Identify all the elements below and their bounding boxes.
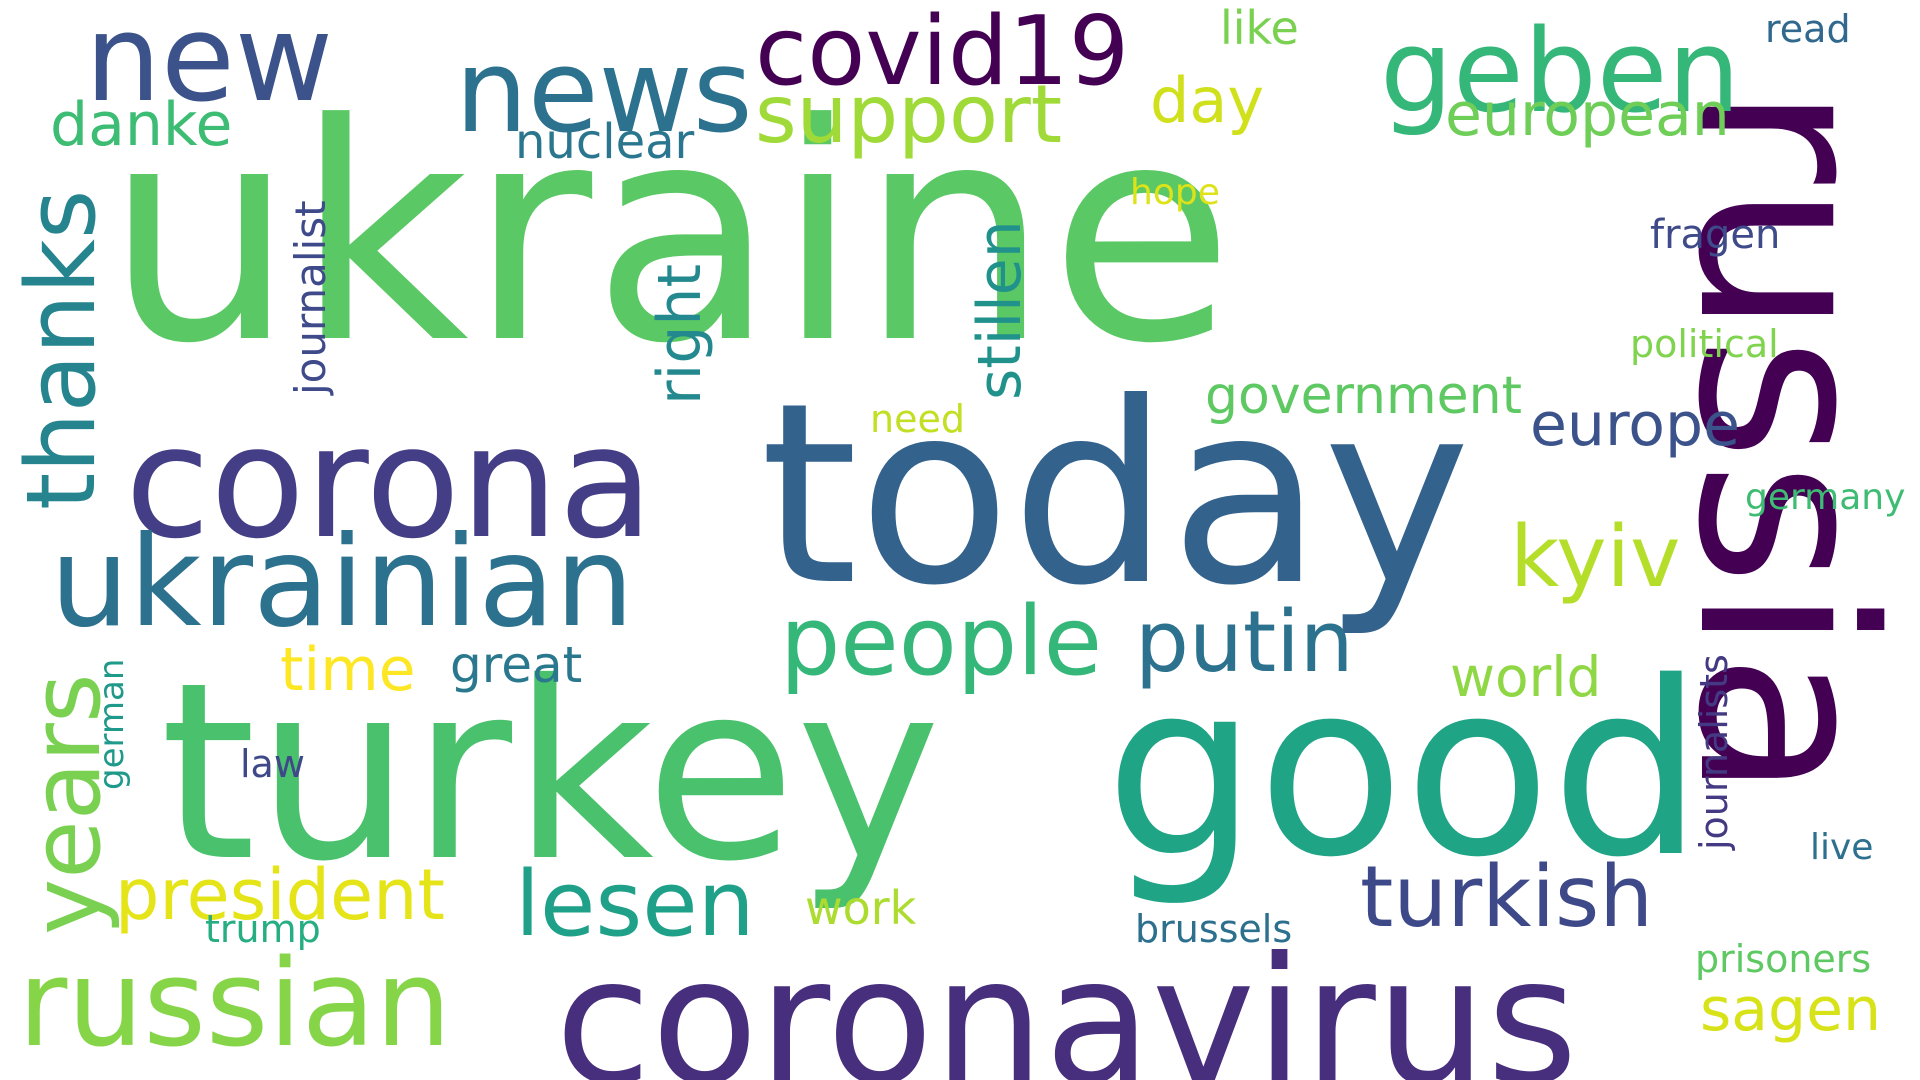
word-like: like: [1220, 1, 1299, 55]
word-european: european: [1445, 80, 1730, 150]
word-people: people: [780, 587, 1103, 697]
word-russian: russian: [18, 935, 452, 1074]
word-geben: geben: [1380, 5, 1741, 139]
word-time: time: [280, 635, 416, 705]
word-great: great: [450, 636, 583, 694]
word-sagen: sagen: [1700, 975, 1882, 1045]
word-right: right: [645, 264, 715, 405]
word-brussels: brussels: [1135, 907, 1293, 951]
word-kyiv: kyiv: [1510, 508, 1681, 607]
word-europe: europe: [1530, 390, 1740, 460]
word-coronavirus: coronavirus: [555, 921, 1578, 1080]
word-ukraine: ukraine: [105, 60, 1235, 409]
word-government: government: [1205, 366, 1523, 426]
word-nuclear: nuclear: [515, 114, 695, 170]
word-live: live: [1810, 827, 1874, 868]
word-need: need: [870, 397, 965, 441]
word-lesen: lesen: [515, 852, 755, 957]
word-today: today: [760, 349, 1471, 640]
word-journalists: journalists: [1692, 654, 1736, 850]
word-putin: putin: [1135, 593, 1354, 692]
word-president: president: [115, 854, 445, 936]
word-german: german: [92, 658, 132, 790]
word-read: read: [1765, 7, 1851, 51]
word-turkish: turkish: [1360, 848, 1654, 947]
word-turkey: turkey: [160, 630, 941, 915]
word-ukrainian: ukrainian: [50, 510, 635, 655]
word-corona: corona: [125, 392, 654, 573]
word-trump: trump: [205, 907, 321, 951]
word-law: law: [240, 742, 305, 786]
word-thanks: thanks: [7, 189, 117, 510]
word-fragen: fragen: [1650, 212, 1781, 258]
word-stillen: stillen: [965, 220, 1035, 400]
word-political: political: [1630, 322, 1779, 366]
word-support: support: [755, 68, 1063, 161]
word-world: world: [1450, 645, 1602, 709]
word-news: news: [455, 25, 753, 159]
word-new: new: [85, 0, 334, 129]
word-journalist: journalist: [286, 200, 335, 395]
word-hope: hope: [1130, 172, 1220, 213]
word-day: day: [1150, 64, 1265, 137]
word-germany: germany: [1745, 477, 1906, 518]
word-good: good: [1105, 630, 1704, 910]
word-danke: danke: [50, 90, 233, 160]
word-covid19: covid19: [755, 0, 1130, 107]
word-work: work: [805, 881, 917, 935]
word-prisoners: prisoners: [1695, 937, 1872, 981]
